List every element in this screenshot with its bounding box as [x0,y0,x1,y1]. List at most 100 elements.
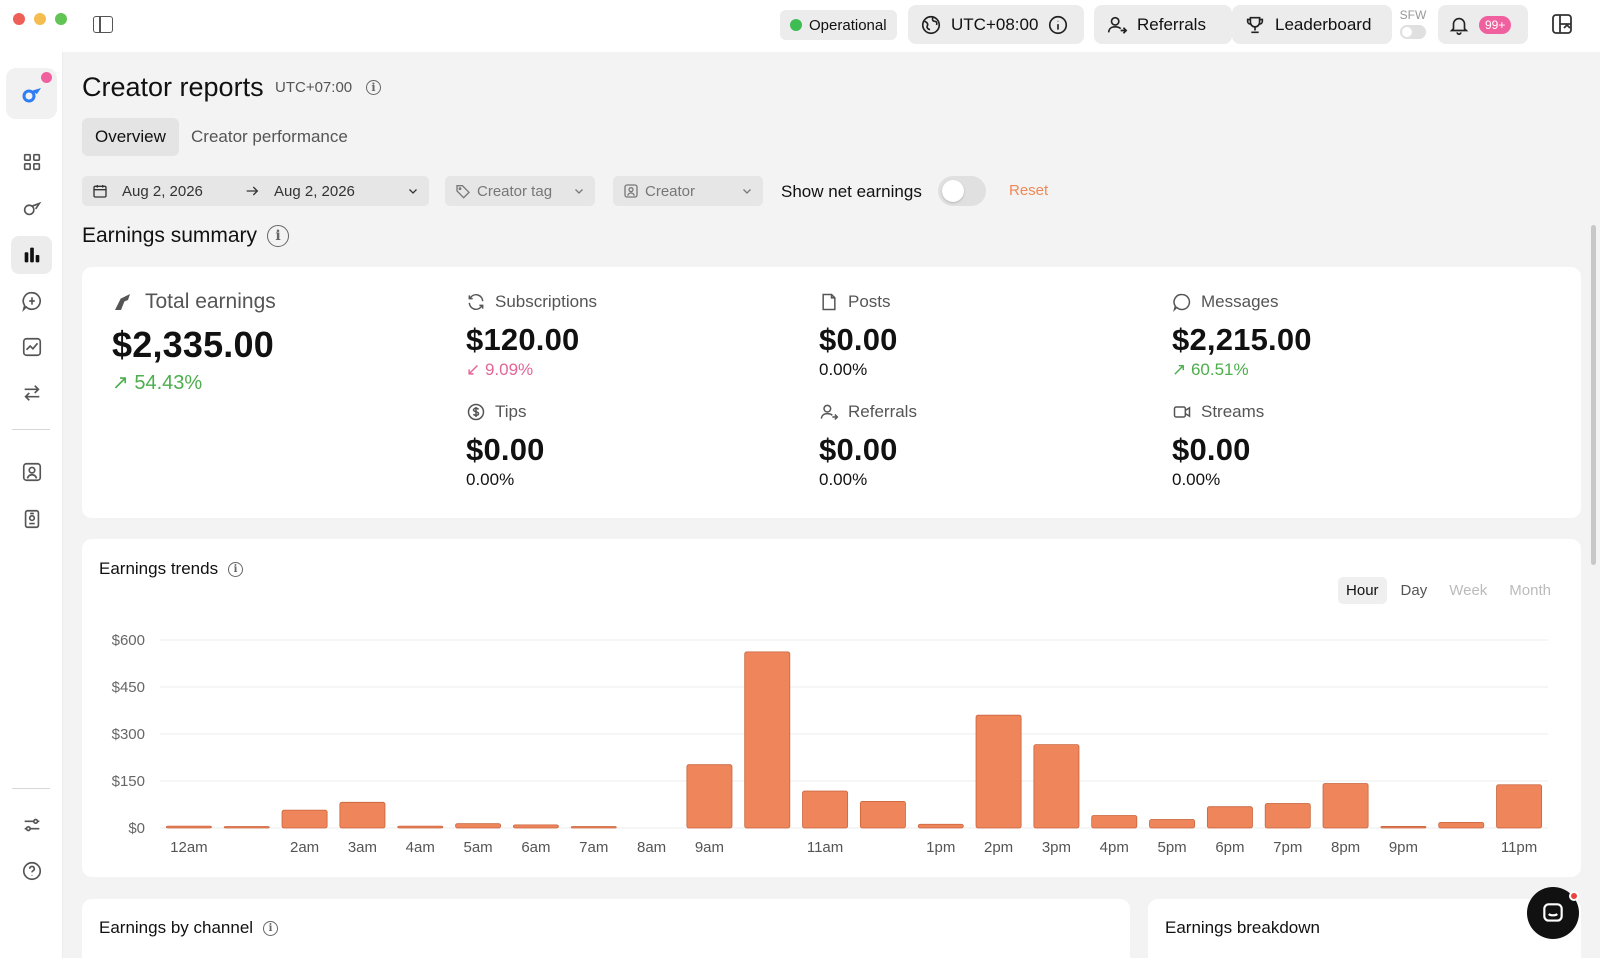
referrals-change: 0.00% [819,470,868,489]
x-tick-label: 5pm [1157,839,1186,856]
status-label: Operational [809,16,887,34]
rail-item-profile[interactable] [11,453,52,491]
rail-item-analytics[interactable] [11,328,52,366]
chat-icon [1543,903,1563,922]
x-tick-label: 11pm [1501,839,1537,856]
creator-tag-select[interactable]: Creator tag [445,176,595,206]
main-content: Creator reports UTC+07:00 i Overview Cre… [63,52,1600,958]
bar-1pm[interactable] [917,823,964,829]
messages-change: ↗ 60.51% [1172,360,1249,379]
x-tick-label: 11am [807,839,843,856]
earnings-summary-heading: Earnings summary [82,224,258,247]
bar-8pm[interactable] [1322,783,1369,829]
main-scrollbar[interactable] [1591,225,1596,565]
referrals-button[interactable]: Referrals [1094,5,1232,44]
metric-posts: Posts $0.00 0.00% [819,292,898,380]
info-icon[interactable]: i [267,225,290,247]
subscriptions-change: ↙ 9.09% [466,360,534,379]
sidebar-toggle-icon[interactable] [93,16,113,33]
bar-2pm[interactable] [975,714,1022,829]
rail-item-creators[interactable] [11,189,52,227]
bar-11am[interactable] [802,790,849,829]
rail-item-help[interactable] [11,852,52,890]
status-indicator[interactable]: Operational [780,10,897,40]
status-dot [790,19,802,31]
posts-change: 0.00% [819,360,868,379]
x-tick-label: 6pm [1215,839,1244,856]
notifications-button[interactable]: 99+ [1438,5,1528,44]
earnings-breakdown-card: Earnings breakdown [1148,899,1581,958]
bar-3pm[interactable] [1033,744,1080,829]
app-logo[interactable] [6,68,57,119]
creator-select[interactable]: Creator [613,176,763,206]
help-icon [22,861,41,881]
range-tab-week[interactable]: Week [1449,582,1488,599]
title-bar: Operational UTC+08:00 Referrals Leaderbo… [0,0,1600,52]
earnings-trends-card: Earnings trends i Hour Day Week Month $0… [82,539,1581,877]
bar-5pm[interactable] [1149,819,1196,829]
x-tick-label: 5am [463,839,492,856]
rail-item-badge[interactable] [11,500,52,538]
metric-total-earnings: Total earnings $2,335.00 ↗ 54.43% [112,290,276,395]
rail-item-transfers[interactable] [11,374,52,412]
bar-10am[interactable] [744,651,791,829]
rail-item-dashboard[interactable] [11,143,52,181]
range-tab-day[interactable]: Day [1400,582,1428,599]
info-icon[interactable]: i [366,80,381,95]
user-card-icon [22,462,41,482]
x-tick-label: 3pm [1042,839,1071,856]
metric-label: Streams [1172,402,1264,422]
range-tab-month[interactable]: Month [1509,582,1551,599]
x-tick-label: 4am [406,839,435,856]
tab-creator-performance[interactable]: Creator performance [191,127,348,146]
bar-6am[interactable] [512,824,559,829]
bar-6pm[interactable] [1206,806,1253,829]
bar-9pm[interactable] [1380,826,1427,829]
x-tick-label: 9am [695,839,724,856]
metric-streams: Streams $0.00 0.00% [1172,402,1264,490]
bar-1am[interactable] [223,826,270,829]
bar-12am[interactable] [165,825,212,829]
brand-icon [23,201,41,216]
timezone-button[interactable]: UTC+08:00 [908,5,1084,44]
left-rail [0,52,63,958]
posts-label: Posts [848,292,891,311]
bar-12pm[interactable] [859,800,906,829]
swap-icon [23,385,40,401]
close-window-button[interactable] [13,13,25,25]
bar-4am[interactable] [397,825,444,829]
reset-button[interactable]: Reset [1009,182,1049,199]
show-net-earnings-toggle[interactable] [938,176,986,206]
layout-icon[interactable] [1550,12,1574,36]
info-icon[interactable]: i [263,920,279,936]
range-tab-hour[interactable]: Hour [1338,577,1387,604]
subscriptions-change-value: 9.09% [484,360,534,379]
chevron-down-icon [743,189,751,194]
total-earnings-label: Total earnings [145,290,276,313]
y-tick-label: $300 [112,726,145,743]
tab-overview[interactable]: Overview [82,118,179,156]
leaderboard-button[interactable]: Leaderboard [1232,5,1392,44]
bar-11pm[interactable] [1496,784,1543,829]
bar-7am[interactable] [570,826,617,829]
chevron-down-icon [409,189,417,194]
minimize-window-button[interactable] [34,13,46,25]
bar-5am[interactable] [455,823,502,829]
x-tick-label: 2am [290,839,319,856]
bar-10pm[interactable] [1438,821,1485,829]
date-range-picker[interactable]: Aug 2, 2026 Aug 2, 2026 [82,176,429,206]
bar-3am[interactable] [339,801,386,829]
total-earnings-change-value: 54.43% [134,372,203,394]
rail-item-messages[interactable] [11,282,52,320]
arrow-right-icon [246,186,259,196]
bar-4pm[interactable] [1091,815,1138,829]
bar-2am[interactable] [281,809,328,829]
info-icon[interactable]: i [228,561,244,577]
sfw-toggle[interactable] [1400,25,1426,39]
bar-9am[interactable] [686,764,733,829]
bar-7pm[interactable] [1264,803,1311,829]
total-earnings-change: ↗ 54.43% [112,372,203,394]
rail-item-reports[interactable] [11,236,52,274]
maximize-window-button[interactable] [55,13,67,25]
rail-item-settings[interactable] [11,806,52,844]
